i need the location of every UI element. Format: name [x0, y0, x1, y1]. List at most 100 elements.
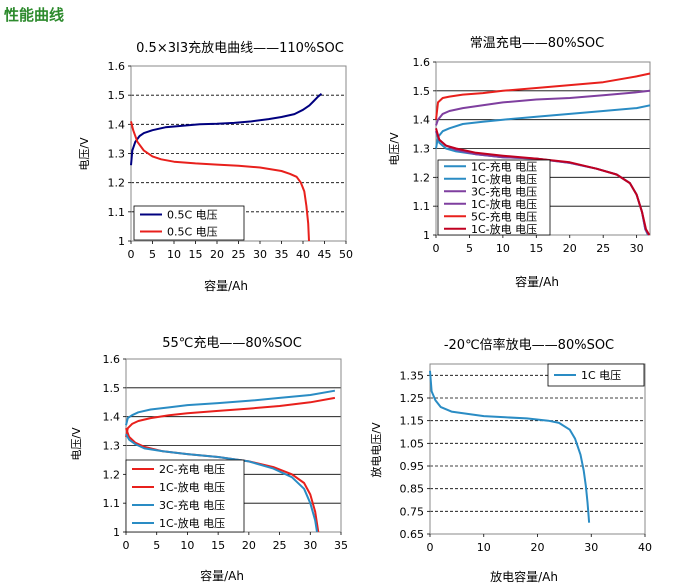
- series-line: [125, 389, 336, 426]
- y-tick-label: 1.25: [400, 392, 425, 405]
- chart-4: 0.65 0.75 0.85 0.95 1.05 1.15 1.25 1.35 0 10 20 30 4…: [369, 337, 652, 584]
- x-tick-label: 0: [128, 248, 135, 261]
- y-tick-label: 1.4: [108, 118, 126, 131]
- x-tick-label: 5: [466, 242, 473, 255]
- legend-label: 1C 电压: [581, 369, 621, 382]
- y-axis-label: 电压/V: [78, 137, 91, 171]
- series-line: [130, 92, 323, 166]
- legend-label: 1C-放电 电压: [471, 222, 537, 236]
- y-tick-label: 1.2: [103, 468, 121, 481]
- x-tick-label: 35: [275, 248, 289, 261]
- x-tick-label: 45: [318, 248, 332, 261]
- chart-3: 1 1.1 1.2 1.3 1.4 1.5 1.6 0 5 10 15 20 25 30 35 55℃充电——…: [70, 335, 348, 583]
- x-tick-label: 5: [149, 248, 156, 261]
- y-axis-label: 放电电压/V: [369, 422, 383, 478]
- legend: [133, 205, 245, 241]
- x-tick-label: 10: [496, 242, 510, 255]
- x-tick-label: 50: [339, 248, 353, 261]
- x-tick-label: 15: [529, 242, 543, 255]
- legend-label: 1C-放电 电压: [471, 172, 537, 186]
- legend-label: 2C-充电 电压: [159, 462, 225, 476]
- y-tick-label: 1.2: [413, 171, 431, 184]
- y-tick-label: 1.3: [103, 440, 121, 453]
- legend-label: 0.5C 电压: [167, 226, 218, 239]
- x-tick-label: 30: [303, 539, 317, 552]
- y-tick-label: 1.1: [108, 206, 126, 219]
- y-tick-label: 1: [118, 235, 125, 248]
- chart-title: 55℃充电——80%SOC: [162, 335, 302, 351]
- x-tick-label: 20: [210, 248, 224, 261]
- x-tick-label: 15: [189, 248, 203, 261]
- legend-label: 1C-放电 电压: [159, 516, 225, 530]
- x-axis-label: 放电容量/Ah: [490, 569, 558, 584]
- x-tick-label: 10: [477, 541, 491, 554]
- series-line: [125, 433, 318, 533]
- x-tick-label: 5: [153, 539, 160, 552]
- y-tick-label: 1: [113, 526, 120, 539]
- legend-label: 1C-放电 电压: [159, 480, 225, 494]
- series-line: [125, 396, 336, 438]
- series-line: [130, 121, 310, 242]
- x-tick-label: 40: [296, 248, 310, 261]
- y-tick-label: 1.6: [103, 353, 121, 366]
- y-tick-label: 0.95: [400, 460, 425, 473]
- plot-area: [429, 363, 646, 535]
- y-tick-label: 1.5: [108, 89, 126, 102]
- series-line: [435, 72, 651, 120]
- y-tick-label: 1.15: [400, 415, 425, 428]
- chart-title: 0.5×3I3充放电曲线——110%SOC: [136, 40, 344, 56]
- legend-label: 1C-放电 电压: [471, 197, 537, 211]
- x-axis-label: 容量/Ah: [200, 568, 244, 583]
- y-tick-label: 0.75: [400, 505, 425, 518]
- x-tick-label: 30: [253, 248, 267, 261]
- legend-label: 1C-充电 电压: [471, 159, 537, 173]
- x-tick-label: 20: [563, 242, 577, 255]
- y-tick-label: 1.4: [103, 411, 121, 424]
- y-tick-label: 1.5: [103, 382, 121, 395]
- y-tick-label: 1.3: [413, 143, 431, 156]
- series-line: [435, 89, 651, 126]
- legend-label: 5C-充电 电压: [471, 209, 537, 223]
- x-axis-label: 容量/Ah: [515, 274, 559, 289]
- legend: [437, 159, 551, 236]
- series-line: [435, 104, 651, 149]
- x-tick-label: 20: [531, 541, 545, 554]
- x-tick-label: 25: [596, 242, 610, 255]
- x-tick-label: 0: [427, 541, 434, 554]
- x-tick-label: 40: [638, 541, 652, 554]
- y-tick-label: 1.2: [108, 177, 126, 190]
- x-axis-label: 容量/Ah: [204, 278, 248, 293]
- x-tick-label: 30: [630, 242, 644, 255]
- y-tick-label: 1.1: [413, 200, 431, 213]
- y-axis-label: 电压/V: [388, 132, 401, 166]
- y-tick-label: 1: [423, 229, 430, 242]
- legend-label: 3C-充电 电压: [471, 184, 537, 198]
- x-tick-label: 0: [433, 242, 440, 255]
- chart-2: 1 1.1 1.2 1.3 1.4 1.5 1.6 0 5 10 15 20 25 30 常温充电——80%…: [388, 35, 651, 289]
- x-tick-label: 25: [273, 539, 287, 552]
- series-line: [429, 370, 591, 523]
- y-tick-label: 0.85: [400, 483, 425, 496]
- y-tick-label: 1.05: [400, 437, 425, 450]
- y-tick-label: 1.5: [413, 85, 431, 98]
- x-tick-label: 25: [232, 248, 246, 261]
- legend-label: 0.5C 电压: [167, 209, 218, 222]
- x-tick-label: 10: [180, 539, 194, 552]
- legend-label: 3C-充电 电压: [159, 498, 225, 512]
- section-title: 性能曲线: [4, 6, 65, 24]
- chart-title: -20℃倍率放电——80%SOC: [444, 337, 614, 353]
- x-tick-label: 35: [334, 539, 348, 552]
- chart-title: 常温充电——80%SOC: [470, 35, 604, 51]
- series-line: [435, 128, 651, 236]
- x-tick-label: 15: [211, 539, 225, 552]
- legend: [125, 459, 245, 533]
- legend: [547, 363, 645, 387]
- y-tick-label: 1.4: [413, 114, 431, 127]
- y-tick-label: 0.65: [400, 528, 425, 541]
- chart-1: 1 1.1 1.2 1.3 1.4 1.5 1.6 0 5 10 15 20 25 30 35 40 45 50 0…: [78, 40, 353, 293]
- y-axis-label: 电压/V: [70, 427, 83, 461]
- y-tick-label: 1.6: [108, 60, 126, 73]
- y-tick-label: 1.35: [400, 369, 425, 382]
- x-tick-label: 20: [242, 539, 256, 552]
